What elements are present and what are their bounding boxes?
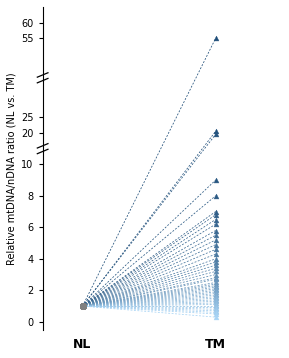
Y-axis label: Relative mtDNA/nDNA ratio (NL vs. TM): Relative mtDNA/nDNA ratio (NL vs. TM) xyxy=(7,72,17,265)
